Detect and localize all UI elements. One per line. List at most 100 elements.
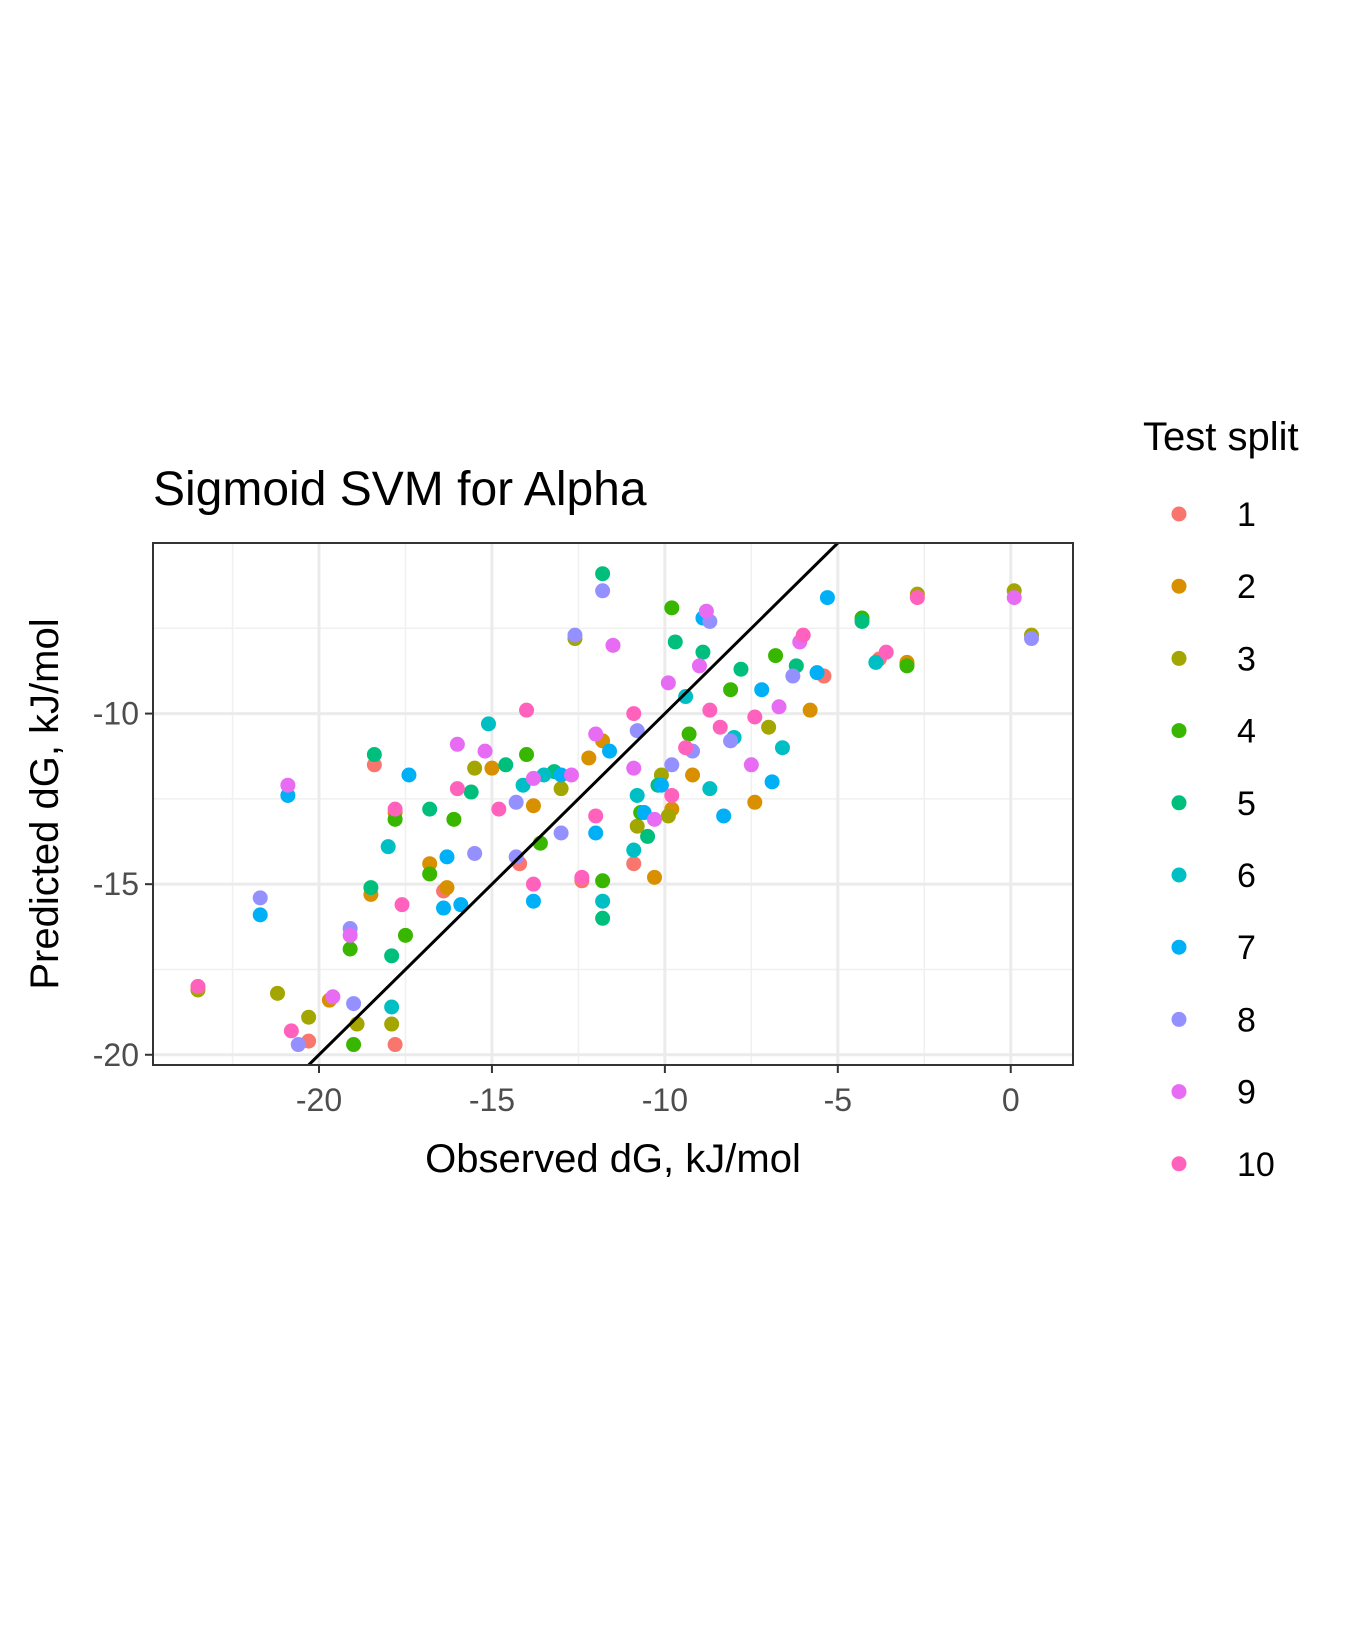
data-point-series-8 (553, 825, 569, 841)
data-point-series-2 (647, 869, 663, 885)
legend-key-1 (1171, 506, 1187, 522)
data-point-series-9 (563, 767, 579, 783)
data-point-series-3 (467, 760, 483, 776)
data-point-series-3 (270, 985, 286, 1001)
data-point-series-7 (588, 825, 604, 841)
data-point-series-7 (252, 907, 268, 923)
data-point-series-4 (899, 658, 915, 674)
data-point-series-10 (387, 801, 403, 817)
data-point-series-8 (290, 1037, 306, 1053)
data-point-series-4 (397, 927, 413, 943)
panel-background (153, 543, 1073, 1065)
data-point-series-9 (280, 777, 296, 793)
data-point-series-9 (342, 927, 358, 943)
data-point-series-7 (436, 900, 452, 916)
data-point-series-8 (595, 583, 611, 599)
data-point-series-6 (629, 787, 645, 803)
data-point-series-4 (446, 811, 462, 827)
grid-major (153, 543, 1073, 1065)
data-point-series-4 (595, 873, 611, 889)
data-point-series-9 (605, 637, 621, 653)
data-point-series-5 (384, 948, 400, 964)
data-point-series-7 (819, 590, 835, 606)
data-point-series-7 (764, 774, 780, 790)
data-point-series-5 (667, 634, 683, 650)
data-point-series-9 (325, 989, 341, 1005)
data-point-series-9 (588, 726, 604, 742)
panel-border (152, 542, 1074, 1066)
data-point-series-10 (795, 627, 811, 643)
data-point-series-3 (553, 781, 569, 797)
data-point-series-2 (685, 767, 701, 783)
data-point-series-4 (664, 600, 680, 616)
data-point-series-2 (802, 702, 818, 718)
legend-key-4 (1171, 723, 1187, 739)
x-tick-label: 0 (1002, 1082, 1020, 1118)
data-point-series-8 (629, 723, 645, 739)
legend: Test split 1 2 3 4 5 6 7 8 9 10 (1143, 415, 1299, 1184)
legend-label: 2 (1237, 568, 1256, 606)
data-point-series-10 (878, 644, 894, 660)
data-point-series-9 (626, 760, 642, 776)
legend-key-6 (1171, 867, 1187, 883)
data-point-series-3 (629, 818, 645, 834)
legend-label: 8 (1237, 1001, 1256, 1039)
data-point-series-9 (743, 757, 759, 773)
y-axis: -20 -15 -10 (93, 696, 153, 1073)
legend-title: Test split (1143, 415, 1299, 459)
x-tick-label: -10 (642, 1082, 688, 1118)
data-point-series-9 (771, 699, 787, 715)
data-point-series-9 (449, 736, 465, 752)
data-point-series-10 (190, 979, 206, 995)
data-point-series-2 (525, 798, 541, 814)
legend-label: 5 (1237, 785, 1256, 823)
legend-label: 6 (1237, 857, 1256, 895)
y-tick-label: -10 (93, 696, 139, 732)
data-point-series-10 (712, 719, 728, 735)
data-point-series-3 (660, 808, 676, 824)
data-point-series-10 (664, 787, 680, 803)
data-point-series-10 (702, 702, 718, 718)
data-point-series-4 (681, 726, 697, 742)
data-point-series-10 (747, 709, 763, 725)
data-point-series-9 (647, 811, 663, 827)
data-point-series-5 (366, 747, 382, 763)
data-point-series-6 (774, 740, 790, 756)
data-point-series-10 (588, 808, 604, 824)
legend-key-10 (1171, 1156, 1187, 1172)
data-point-series-5 (733, 661, 749, 677)
data-point-series-6 (384, 999, 400, 1015)
data-point-series-10 (394, 897, 410, 913)
data-point-series-6 (380, 839, 396, 855)
data-point-series-6 (626, 842, 642, 858)
data-point-series-7 (716, 808, 732, 824)
data-point-series-8 (567, 627, 583, 643)
x-tick-label: -5 (824, 1082, 852, 1118)
data-point-series-3 (384, 1016, 400, 1032)
data-point-series-5 (595, 566, 611, 582)
data-point-series-8 (723, 733, 739, 749)
data-point-series-8 (508, 794, 524, 810)
data-point-series-9 (477, 743, 493, 759)
data-point-series-4 (723, 682, 739, 698)
data-point-series-9 (691, 658, 707, 674)
data-point-series-4 (342, 941, 358, 957)
data-point-series-6 (595, 893, 611, 909)
data-point-series-7 (653, 777, 669, 793)
legend-items: 1 2 3 4 5 6 7 8 9 10 (1171, 496, 1275, 1184)
data-point-series-10 (574, 869, 590, 885)
data-point-series-1 (626, 856, 642, 872)
data-point-series-5 (422, 801, 438, 817)
data-point-series-8 (785, 668, 801, 684)
data-point-series-10 (525, 876, 541, 892)
data-point-series-10 (519, 702, 535, 718)
legend-key-2 (1171, 578, 1187, 594)
legend-label: 3 (1237, 640, 1256, 678)
data-point-series-3 (761, 719, 777, 735)
data-point-series-6 (480, 716, 496, 732)
data-point-series-5 (463, 784, 479, 800)
legend-key-9 (1171, 1084, 1187, 1100)
x-tick-label: -20 (296, 1082, 342, 1118)
data-point-series-7 (525, 893, 541, 909)
